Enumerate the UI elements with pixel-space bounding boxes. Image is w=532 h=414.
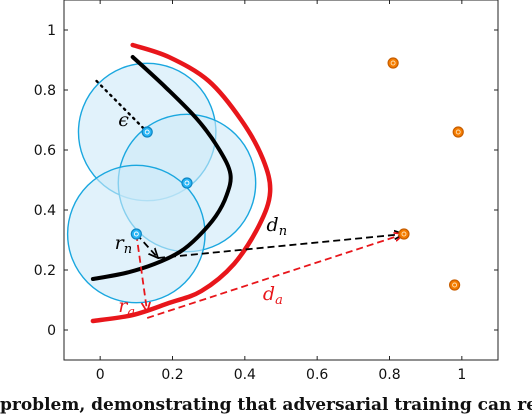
x-tick-label: 0.6 xyxy=(306,367,328,383)
blue-point-core-3 xyxy=(133,231,139,237)
y-tick-label: 1 xyxy=(47,23,56,39)
r-n-label: rn xyxy=(115,232,132,257)
x-axis-ticks: 0 0.2 0.4 0.6 0.8 1 xyxy=(96,0,466,383)
orange-point-1 xyxy=(387,57,399,69)
orange-point-core-2 xyxy=(455,129,461,135)
data-points xyxy=(130,57,464,291)
y-tick-label: 0.4 xyxy=(34,203,56,219)
orange-point-core-1 xyxy=(390,60,396,66)
orange-point-3 xyxy=(398,228,410,240)
orange-point-core-3 xyxy=(401,231,407,237)
x-tick-label: 0.8 xyxy=(378,367,400,383)
y-tick-label: 0 xyxy=(47,323,56,339)
plot-area: ϵ rn dn ra da xyxy=(66,42,464,324)
blue-point-core-2 xyxy=(184,180,190,186)
r-a-label: ra xyxy=(118,295,135,320)
d-n-label: dn xyxy=(267,214,288,239)
annotations: ϵ rn dn ra da xyxy=(115,109,287,320)
d_n-segment xyxy=(157,234,404,259)
x-tick-label: 1 xyxy=(457,367,466,383)
r_a-segment xyxy=(135,233,147,312)
blue-point-2 xyxy=(181,177,193,189)
margin-segments xyxy=(95,79,404,319)
decision-boundaries xyxy=(90,42,273,324)
x-tick-label: 0.4 xyxy=(234,367,256,383)
epsilon-label: ϵ xyxy=(118,109,129,131)
axes-frame xyxy=(63,0,499,361)
d_a-segment xyxy=(146,234,404,319)
orange-point-4 xyxy=(449,279,461,291)
orange-point-2 xyxy=(452,126,464,138)
epsilon-segment xyxy=(95,79,149,134)
y-tick-label: 0.8 xyxy=(34,83,56,99)
y-tick-label: 0.2 xyxy=(34,263,56,279)
blue-point-3 xyxy=(130,228,142,240)
natural-boundary-curve xyxy=(90,55,233,281)
x-tick-label: 0.2 xyxy=(161,367,183,383)
blue-point-1 xyxy=(141,126,153,138)
y-tick-label: 0.6 xyxy=(34,143,56,159)
d-a-label: da xyxy=(263,283,283,308)
orange-point-core-4 xyxy=(452,282,458,288)
y-axis-ticks: 0 0.2 0.4 0.6 0.8 1 xyxy=(34,23,498,339)
x-tick-label: 0 xyxy=(96,367,105,383)
blue-point-core-1 xyxy=(144,129,150,135)
adversarial-boundary-curve xyxy=(90,42,273,324)
caption-fragment: problem, demonstrating that adversarial … xyxy=(0,395,532,414)
